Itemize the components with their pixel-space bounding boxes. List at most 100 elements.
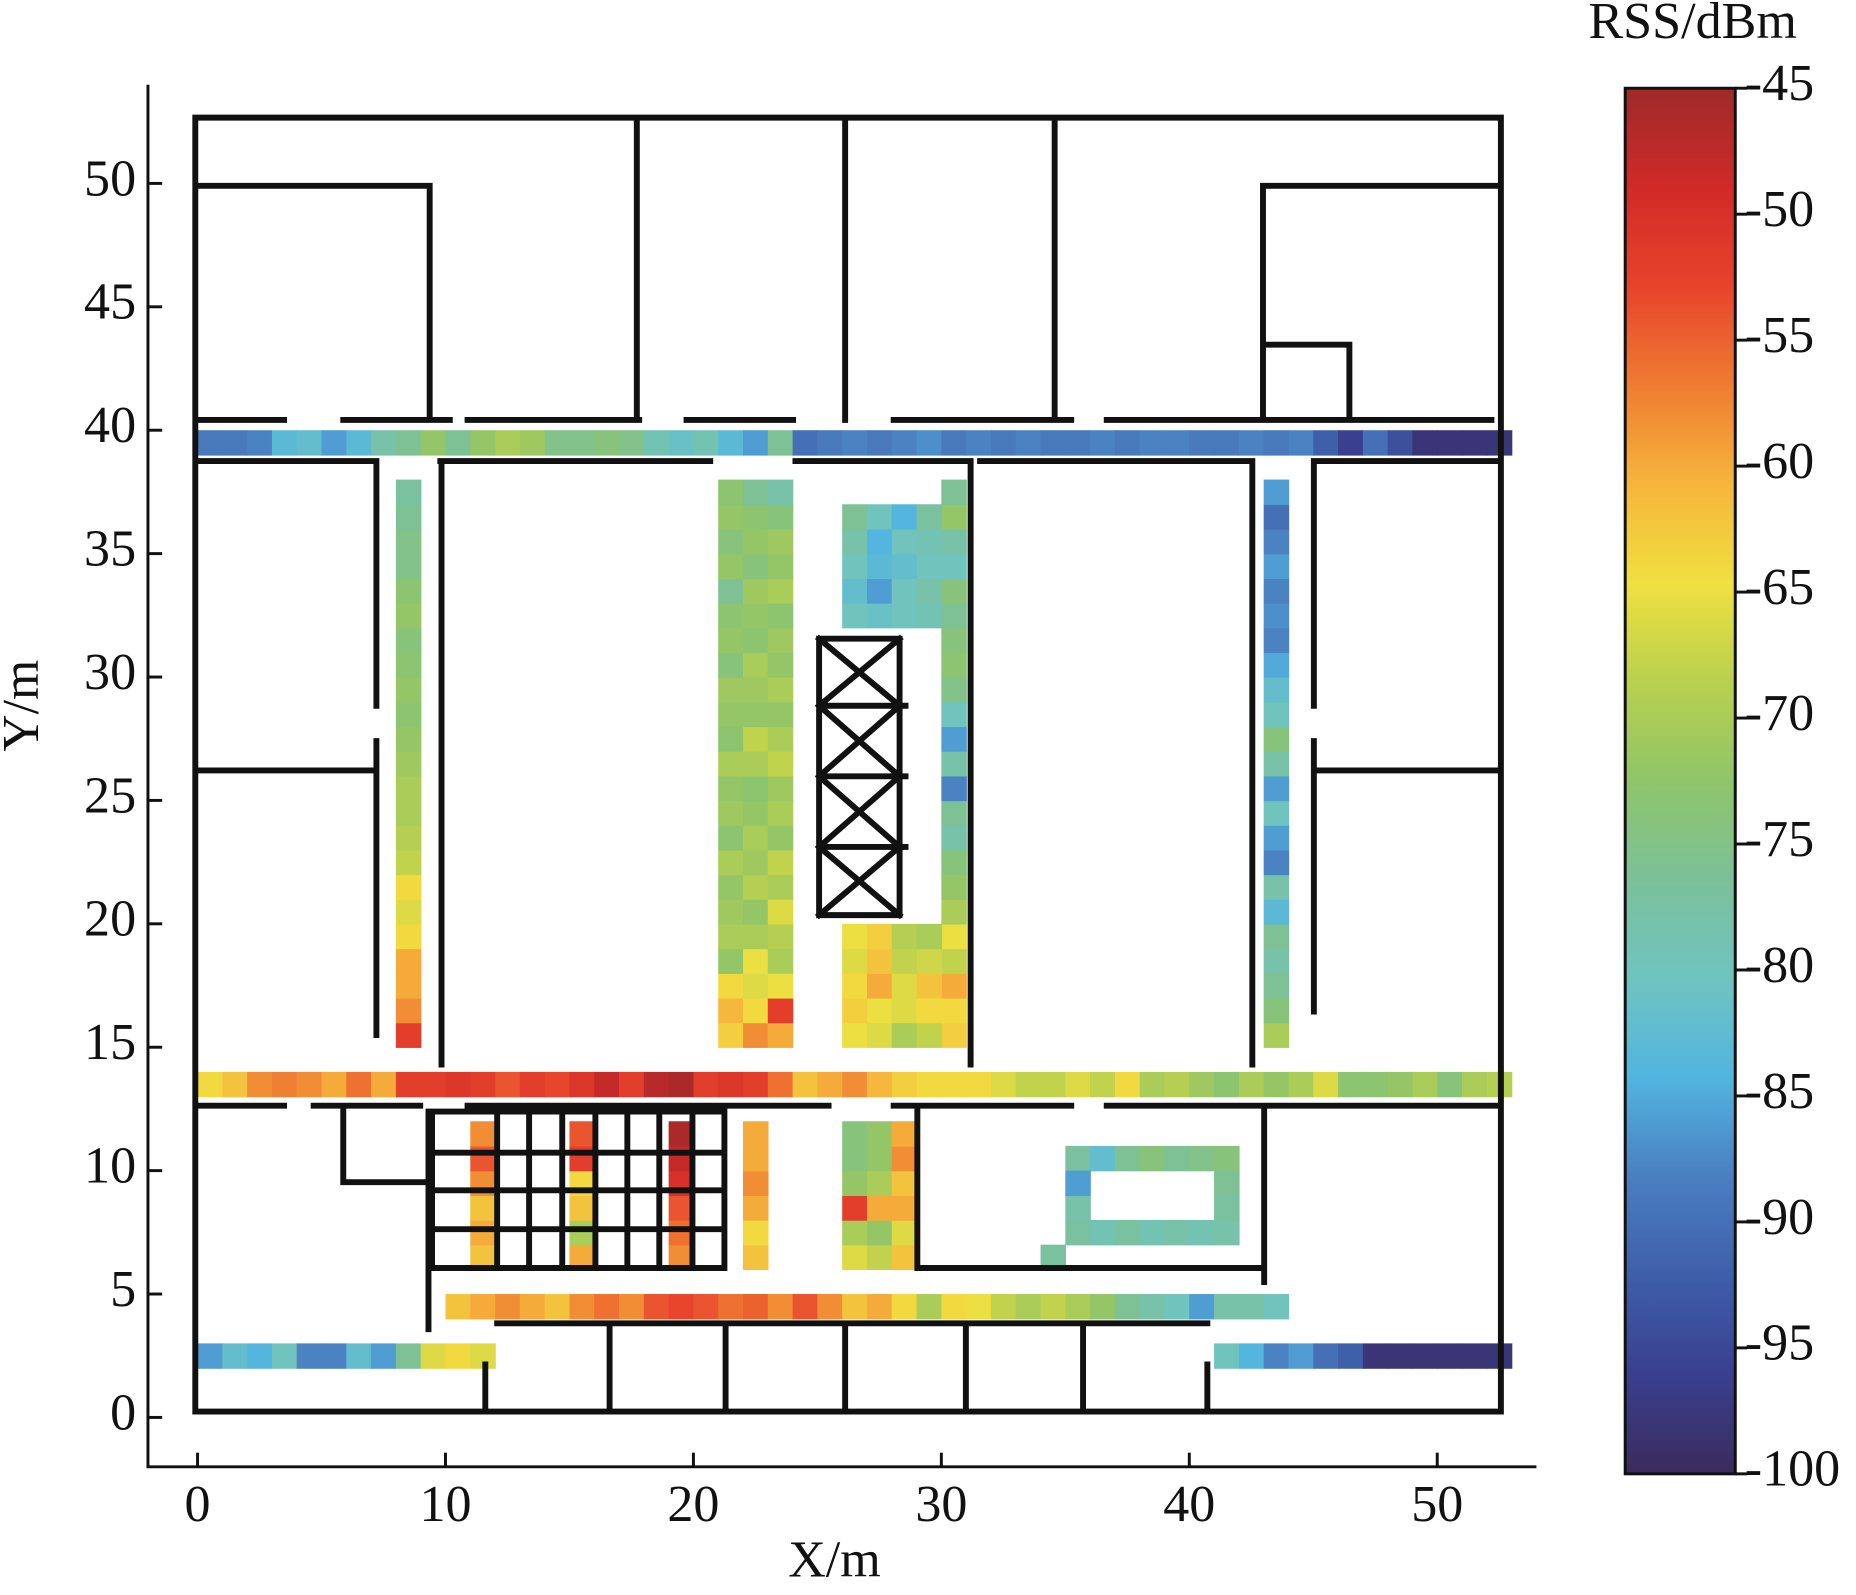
heat-cell [395,528,422,555]
heat-cell [743,1071,769,1098]
heat-cell [1263,578,1290,604]
heat-cell [1387,1071,1414,1098]
heat-cell [395,997,422,1024]
heat-cell [767,973,794,999]
heat-cell [767,849,794,876]
heat-cell [891,948,918,974]
colorbar-tick-label: -95 [1745,1315,1814,1372]
heat-cell [395,800,422,826]
heat-cell [1362,1343,1389,1369]
heat-cell [1263,1294,1290,1320]
heat-cell [916,553,943,580]
heat-cell [743,825,769,851]
heat-cell [743,627,769,654]
heat-cell [916,973,943,999]
heat-cell [1065,1145,1091,1172]
heat-cell [445,1343,471,1369]
heat-cell [941,1294,967,1320]
heat-cell [544,430,571,456]
heat-cell [668,1294,695,1320]
heat-cell [767,1071,794,1098]
heat-cell [891,1294,918,1320]
heat-cell [718,923,744,950]
heat-cell [1065,1071,1091,1098]
heat-cell [1065,430,1091,456]
heat-cell [767,899,794,925]
heat-cell [941,701,967,728]
heat-cell [569,1145,595,1172]
heat-cell [916,948,943,974]
heat-cell [1164,1071,1191,1098]
heat-cell [1090,1145,1116,1172]
y-tick-label: 35 [84,521,136,578]
heat-cell [866,504,893,530]
heat-cell [395,504,422,530]
heat-cell [1462,1071,1488,1098]
heat-cell [743,948,769,974]
heat-cell [1387,1343,1414,1369]
x-tick-label: 0 [185,1476,211,1533]
colorbar-label: RSS/dBm [1588,0,1796,50]
heat-cell [792,1071,819,1098]
heat-cell [941,504,967,530]
heat-cell [271,430,298,456]
y-tick-label: 0 [110,1384,136,1441]
heat-cell [395,652,422,678]
heat-cell [891,1022,918,1048]
heat-cell [1139,430,1166,456]
heat-cell [1437,1071,1463,1098]
heat-cell [990,430,1017,456]
heat-cell [569,1121,595,1147]
heat-cell [743,528,769,555]
heat-cell [767,504,794,530]
heat-cell [1214,430,1240,456]
heat-cell [197,1071,224,1098]
heat-cell [941,874,967,900]
heat-cell [1189,1219,1215,1246]
heat-cell [346,1071,372,1098]
heat-cell [966,1294,992,1320]
walls [192,114,1504,1415]
heat-cell [866,1219,893,1246]
heat-cell [1139,1219,1166,1246]
heat-cell [1263,874,1290,900]
heat-cell [1214,1195,1240,1221]
heat-cell [743,1219,769,1246]
heat-cell [619,1071,645,1098]
heat-cell [544,1071,571,1098]
colorbar-tick-label: -75 [1745,811,1814,868]
heat-cell [743,1195,769,1221]
heat-cell [941,800,967,826]
heat-cell [395,899,422,925]
heat-cell [1362,1071,1389,1098]
x-tick-label: 20 [667,1476,719,1533]
heat-cell [743,973,769,999]
heat-cell [718,553,744,580]
heat-cell [767,923,794,950]
heat-cell [842,528,868,555]
heat-cell [1164,1219,1191,1246]
heat-cell [1090,1294,1116,1320]
heat-cell [916,1071,943,1098]
heat-cell [1263,899,1290,925]
heat-cell [1238,1343,1265,1369]
heat-cell [866,1022,893,1048]
heat-cell [718,800,744,826]
heat-cell [718,479,744,505]
heat-cell [842,948,868,974]
y-tick-label: 30 [84,644,136,701]
heat-cell [395,751,422,777]
heat-cell [1338,1071,1364,1098]
heat-cell [718,1071,744,1098]
heat-cell [743,652,769,678]
heat-cell [891,578,918,604]
heat-cell [395,1022,422,1048]
heat-cell [817,1294,843,1320]
heat-cell [1263,726,1290,752]
heat-cell [767,677,794,703]
heat-cell [470,1145,496,1172]
heat-cell [1313,1343,1339,1369]
heat-cell [1263,1071,1290,1098]
heat-cell [891,923,918,950]
heat-cell [1462,1343,1488,1369]
